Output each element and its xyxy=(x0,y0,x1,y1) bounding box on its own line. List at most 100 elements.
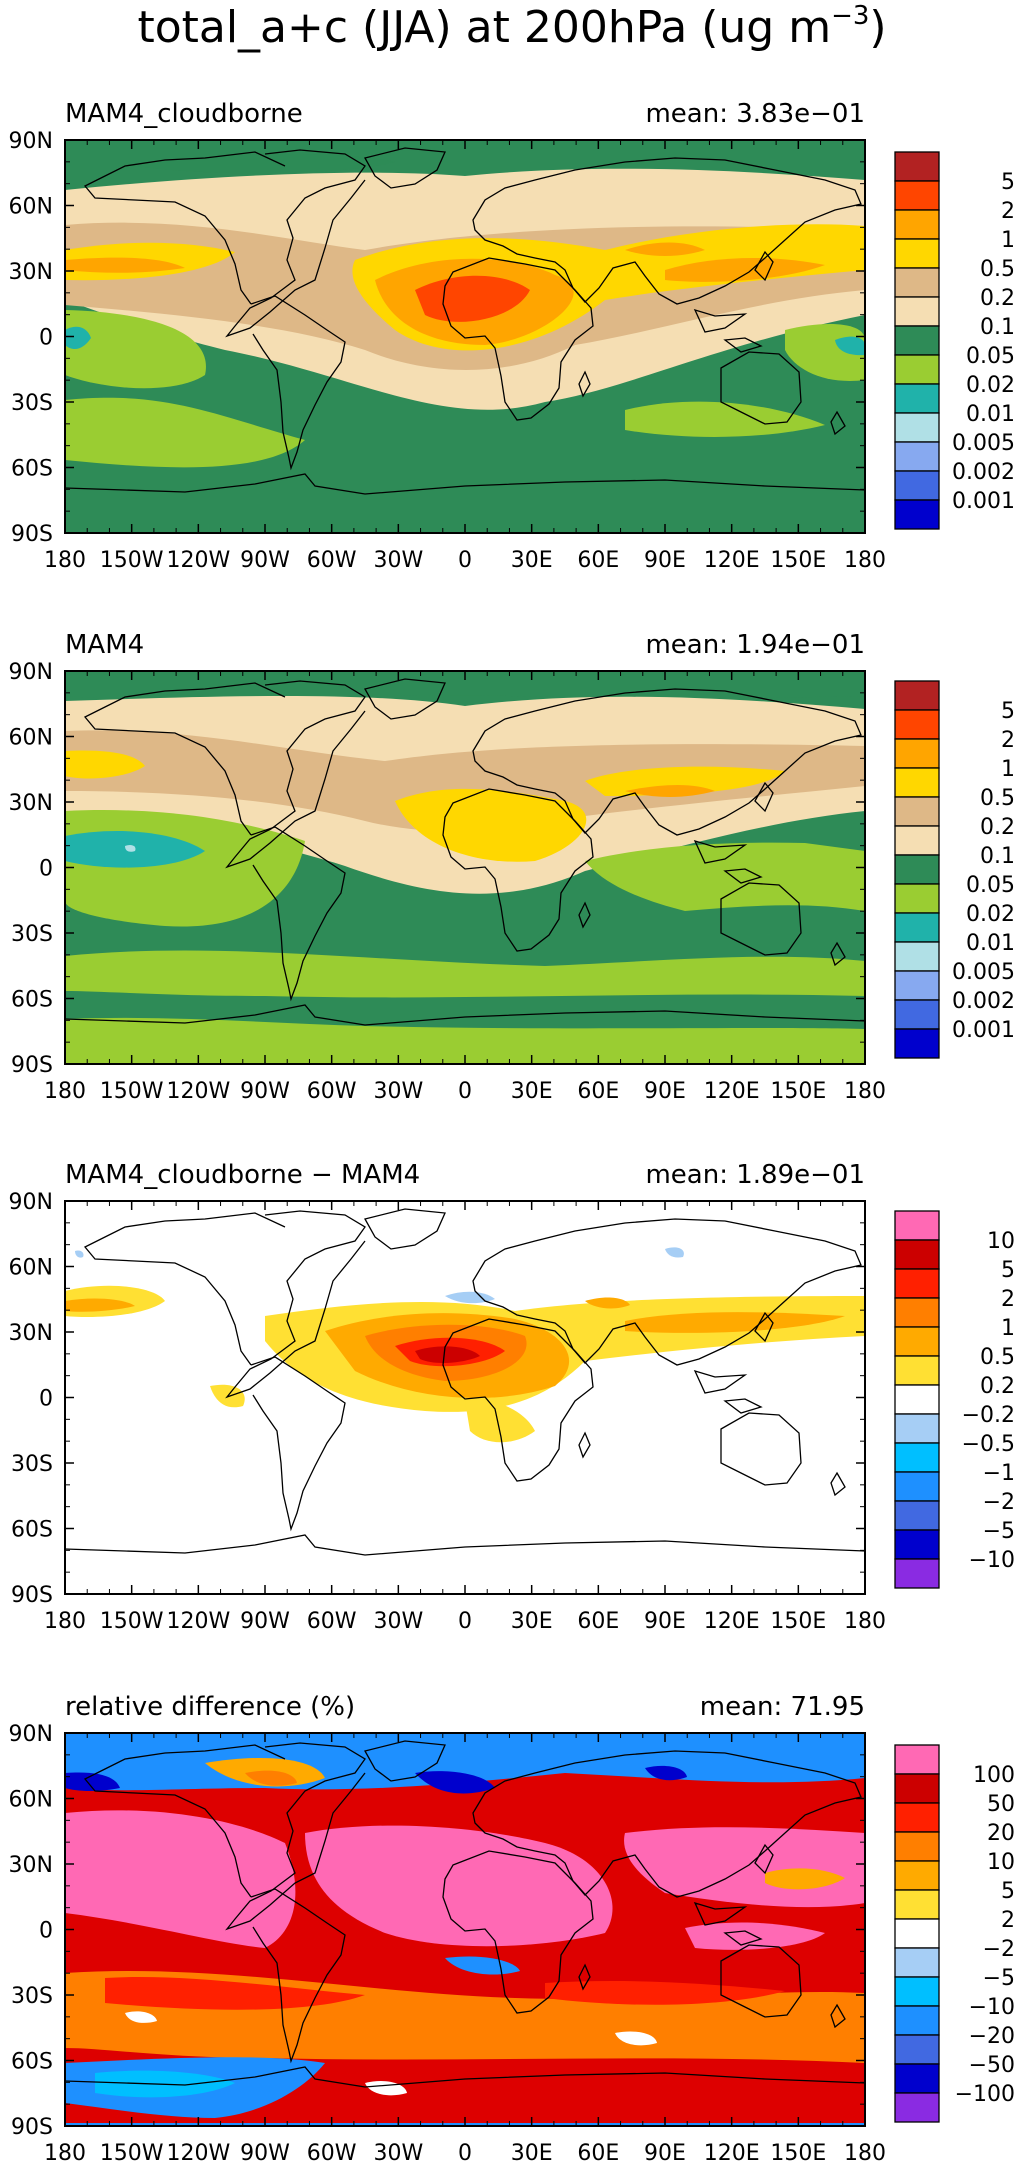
lat-label: 90S xyxy=(11,522,53,547)
lon-label: 0 xyxy=(458,1609,472,1634)
lon-label: 60E xyxy=(577,1079,619,1104)
colorbar-label: −10 xyxy=(969,1995,1015,2020)
colorbar-label: 2 xyxy=(1001,1287,1015,1312)
lat-label: 90N xyxy=(9,129,53,154)
lon-label: 180 xyxy=(844,1609,886,1634)
colorbar-swatch xyxy=(894,1442,940,1473)
lat-label: 30S xyxy=(11,391,53,416)
colorbar-swatch xyxy=(894,1831,940,1862)
lat-label: 30N xyxy=(9,1853,53,1878)
colorbar-swatch xyxy=(894,738,940,769)
lon-label: 150W xyxy=(100,548,164,573)
colorbar-swatch xyxy=(894,1413,940,1444)
colorbar-label: −0.5 xyxy=(962,1432,1015,1457)
colorbar-swatch xyxy=(894,1028,940,1059)
colorbar-swatch xyxy=(894,1558,940,1589)
colorbar-swatch xyxy=(894,354,940,385)
colorbar-swatch xyxy=(894,1239,940,1270)
colorbar-label: 0.02 xyxy=(966,902,1015,927)
colorbar: 5 2 1 0.5 0.2 0.1 0.05 0.02 0.01 0.005 0.002 0.001 xyxy=(894,680,1015,1059)
colorbar-swatch xyxy=(894,796,940,827)
colorbar-label: 0.1 xyxy=(980,844,1015,869)
colorbar-swatch xyxy=(894,2034,940,2065)
colorbar-swatch xyxy=(894,2092,940,2123)
panel-mean: mean: 1.89e−01 xyxy=(645,1160,865,1190)
lon-label: 0 xyxy=(458,2141,472,2166)
lon-label: 180 xyxy=(844,2141,886,2166)
panel-mam4-cloudborne: MAM4_cloudborne mean: 3.83e−01 180 150W 12… xyxy=(9,99,1015,573)
lon-label: 30E xyxy=(511,548,553,573)
lat-label: 60S xyxy=(11,1518,53,1543)
lon-label: 150E xyxy=(770,1609,826,1634)
colorbar-swatch xyxy=(894,1384,940,1415)
lon-label: 30W xyxy=(373,548,423,573)
lon-label: 120W xyxy=(166,1609,230,1634)
lat-label: 90S xyxy=(11,1583,53,1608)
lat-label: 60N xyxy=(9,195,53,220)
lon-label: 60E xyxy=(577,1609,619,1634)
colorbar-label: 0.2 xyxy=(980,815,1015,840)
colorbar-label: 2 xyxy=(1001,728,1015,753)
lon-label: 90E xyxy=(644,1079,686,1104)
colorbar-swatch xyxy=(894,825,940,856)
colorbar-label: 0.02 xyxy=(966,373,1015,398)
colorbar-label: −1 xyxy=(983,1461,1015,1486)
panel-label: MAM4 xyxy=(65,630,144,660)
lon-label: 180 xyxy=(44,2141,86,2166)
lat-label: 60N xyxy=(9,1788,53,1813)
lon-label: 90E xyxy=(644,548,686,573)
colorbar-label: 2 xyxy=(1001,199,1015,224)
lon-label: 90W xyxy=(240,1609,290,1634)
colorbar-label: 0.001 xyxy=(952,1018,1015,1043)
lon-label: 90W xyxy=(240,2141,290,2166)
colorbar-label: 0.5 xyxy=(980,1345,1015,1370)
colorbar-swatch xyxy=(894,883,940,914)
lon-label: 180 xyxy=(44,1609,86,1634)
lon-label: 150E xyxy=(770,1079,826,1104)
lon-label: 60E xyxy=(577,548,619,573)
lon-label: 0 xyxy=(458,548,472,573)
map-field xyxy=(65,1201,865,1594)
colorbar-swatch xyxy=(894,1889,940,1920)
lon-label: 180 xyxy=(44,548,86,573)
lon-label: 30E xyxy=(511,1609,553,1634)
colorbar-label: 0.5 xyxy=(980,257,1015,282)
colorbar-swatch xyxy=(894,296,940,327)
colorbar-swatch xyxy=(894,1744,940,1775)
colorbar-label: −50 xyxy=(969,2053,1015,2078)
lat-label: 60N xyxy=(9,1256,53,1281)
lon-label: 60W xyxy=(307,548,357,573)
colorbar-label: −20 xyxy=(969,2024,1015,2049)
lon-label: 150W xyxy=(100,2141,164,2166)
colorbar-label: −2 xyxy=(983,1490,1015,1515)
colorbar-swatch xyxy=(894,941,940,972)
colorbar-swatch xyxy=(894,1773,940,1804)
colorbar-swatch xyxy=(894,1471,940,1502)
colorbar-label: −2 xyxy=(983,1937,1015,1962)
colorbar-swatch xyxy=(894,1210,940,1241)
lat-label: 30S xyxy=(11,922,53,947)
colorbar-label: −5 xyxy=(983,1519,1015,1544)
colorbar-swatch xyxy=(894,970,940,1001)
colorbar-label: 0.002 xyxy=(952,989,1015,1014)
lat-label: 0 xyxy=(39,1919,53,1944)
lon-label: 60W xyxy=(307,1079,357,1104)
colorbar-swatch xyxy=(894,1947,940,1978)
lon-label: 120E xyxy=(704,1079,760,1104)
colorbar-swatch xyxy=(894,999,940,1030)
colorbar-label: 0.001 xyxy=(952,489,1015,514)
lon-label: 120E xyxy=(704,2141,760,2166)
panel-mean: mean: 71.95 xyxy=(700,1692,865,1722)
colorbar-label: −0.2 xyxy=(962,1403,1015,1428)
lon-label: 60W xyxy=(307,1609,357,1634)
lon-label: 120W xyxy=(166,1079,230,1104)
lon-label: 150W xyxy=(100,1079,164,1104)
lat-label: 30S xyxy=(11,1452,53,1477)
panel-label: MAM4_cloudborne − MAM4 xyxy=(65,1160,420,1190)
panel-mean: mean: 1.94e−01 xyxy=(645,630,865,660)
lat-label: 0 xyxy=(39,1387,53,1412)
colorbar-label: 20 xyxy=(987,1821,1015,1846)
colorbar-swatch xyxy=(894,209,940,240)
colorbar-label: 5 xyxy=(1001,170,1015,195)
